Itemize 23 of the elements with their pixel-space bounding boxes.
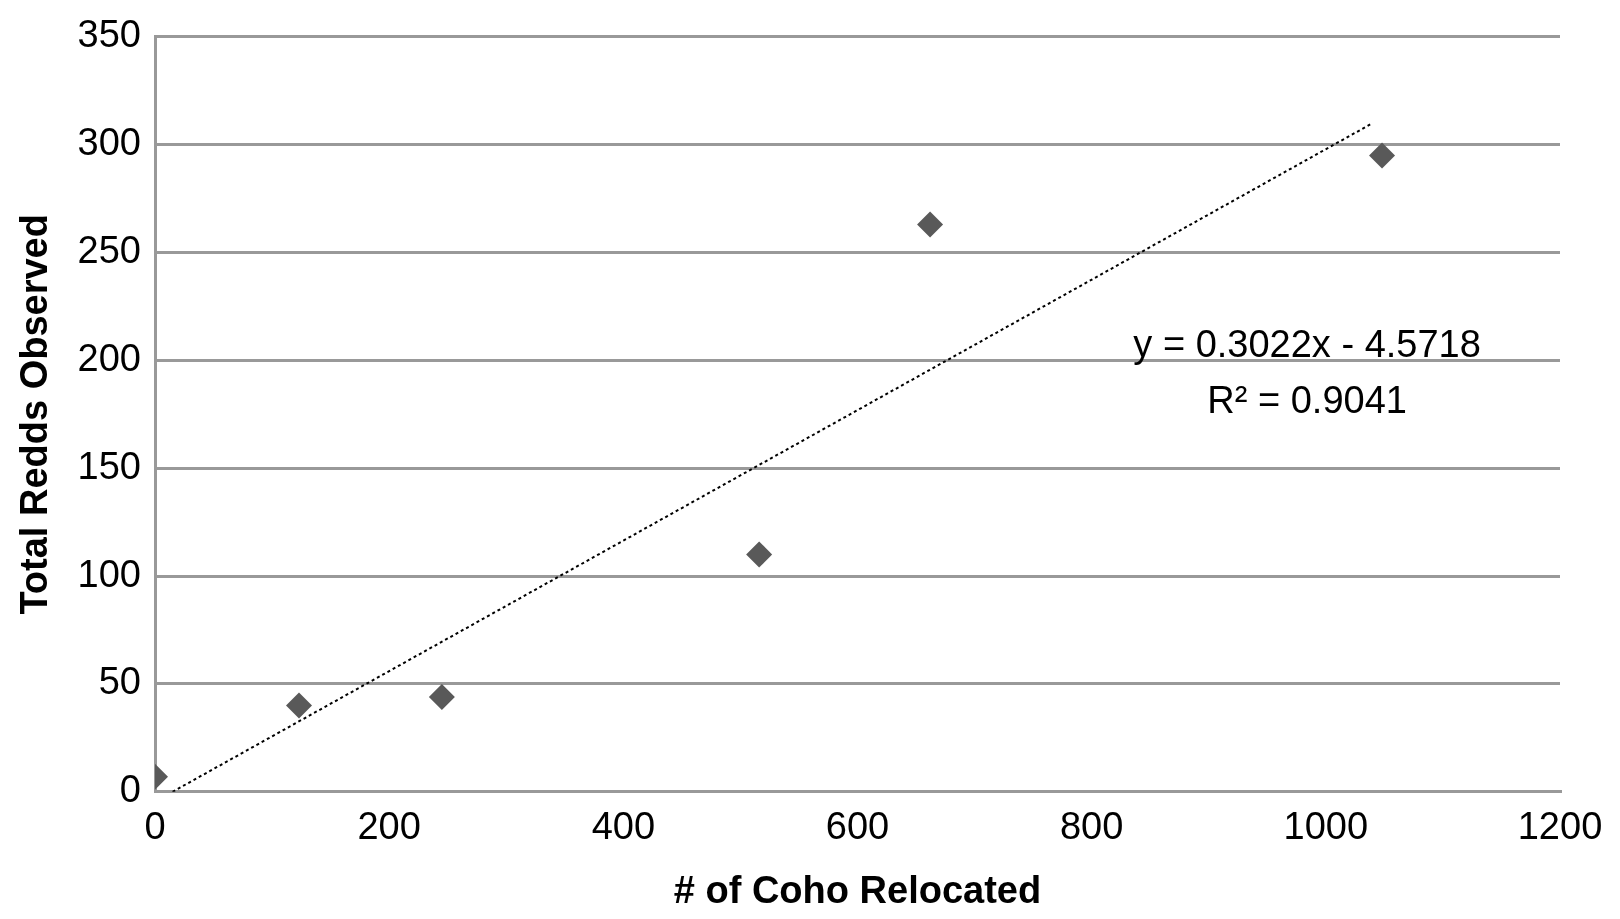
point [1369, 142, 1396, 169]
x-tick-label: 1200 [1517, 805, 1603, 848]
point [428, 683, 455, 710]
x-tick-label: 800 [1059, 805, 1124, 848]
annotation: y = 0.3022x - 4.5718 [1133, 322, 1481, 365]
y-tick-label: 0 [119, 768, 141, 811]
y-tick-label: 100 [77, 552, 141, 595]
y-axis-title: Total Redds Observed [13, 214, 56, 615]
point [746, 541, 773, 568]
x-tick-label: 200 [357, 805, 421, 848]
point [917, 211, 944, 238]
annotation: R² = 0.9041 [1207, 378, 1407, 421]
y-tick-label: 300 [77, 121, 141, 164]
y-tick-label: 50 [98, 660, 141, 703]
y-tick-label: 350 [77, 13, 141, 56]
x-axis-title: # of Coho Relocated [673, 868, 1042, 911]
x-tick-label: 1000 [1283, 805, 1369, 848]
point [286, 692, 313, 719]
y-tick-label: 150 [77, 444, 141, 487]
x-tick-label: 400 [591, 805, 656, 848]
x-tick-label: 600 [825, 805, 890, 848]
y-tick-label: 250 [77, 229, 141, 271]
y-tick-label: 200 [77, 336, 141, 379]
